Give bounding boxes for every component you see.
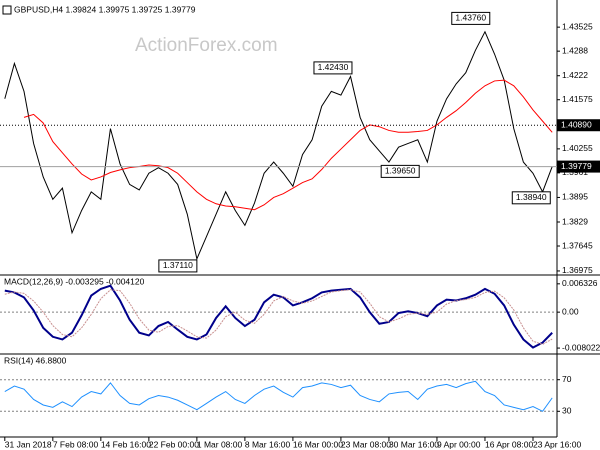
- y-tick-label: 1.4222: [562, 70, 588, 80]
- x-tick-label: 22 Feb 00:00: [149, 439, 199, 449]
- x-tick-label: 30 Mar 16:00: [389, 439, 439, 449]
- price-label-box: [557, 119, 600, 132]
- x-tick-label: 1 Mar 08:00: [197, 439, 243, 449]
- x-tick-label: 31 Jan 2018: [5, 439, 52, 449]
- y-tick-label: 1.43525: [562, 21, 593, 31]
- y-tick-label: 1.36975: [562, 265, 593, 275]
- x-tick-label: 14 Feb 16:00: [101, 439, 151, 449]
- annotation-box: [511, 191, 551, 205]
- price-label: 1.39779: [561, 161, 592, 171]
- series-line: [23, 79, 553, 211]
- price-label: 1.40890: [561, 119, 592, 129]
- annotation-box: [313, 61, 353, 75]
- series-line: [4, 289, 553, 345]
- annotation-label: 1.38940: [516, 192, 547, 202]
- annotation-label: 1.43760: [455, 13, 486, 23]
- series-line: [4, 284, 553, 349]
- y-tick-label: -0.008022: [562, 342, 600, 352]
- annotation-box: [451, 11, 491, 25]
- x-tick-label: 9 Apr 00:00: [437, 439, 481, 449]
- y-tick-label: 1.3895: [562, 192, 588, 202]
- y-tick-label: 0.006326: [562, 278, 598, 288]
- annotation-box: [158, 259, 198, 273]
- series-line: [4, 380, 553, 412]
- series-line: [4, 30, 553, 261]
- x-tick-label: 8 Mar 16:00: [245, 439, 291, 449]
- annotation-label: 1.42430: [318, 62, 349, 72]
- symbol-icon: [2, 5, 12, 15]
- pane-title: RSI(14) 46.8800: [4, 355, 67, 365]
- annotation-label: 1.39650: [385, 166, 416, 176]
- price-label-box: [557, 160, 600, 173]
- y-tick-label: 1.40255: [562, 143, 593, 153]
- x-tick-label: 16 Mar 00:00: [293, 439, 343, 449]
- y-tick-label: 30: [562, 406, 572, 416]
- y-tick-label: 1.3829: [562, 216, 588, 226]
- pane-title: GBPUSD,H4 1.39824 1.39975 1.39725 1.3977…: [14, 4, 196, 14]
- x-tick-label: 23 Apr 16:00: [533, 439, 581, 449]
- y-tick-label: 1.4288: [562, 45, 588, 55]
- annotation-box: [380, 164, 420, 178]
- x-tick-label: 7 Feb 08:00: [53, 439, 99, 449]
- pane-title: MACD(12,26,9) -0.003295 -0.004120: [4, 276, 145, 286]
- y-tick-label: 1.37645: [562, 240, 593, 250]
- y-tick-label: 70: [562, 374, 572, 384]
- x-tick-label: 16 Apr 08:00: [485, 439, 533, 449]
- y-tick-label: 1.41575: [562, 94, 593, 104]
- watermark: ActionForex.com: [135, 35, 278, 56]
- x-tick-label: 23 Mar 08:00: [341, 439, 391, 449]
- annotation-label: 1.37110: [163, 260, 193, 270]
- y-tick-label: 0.00: [562, 306, 579, 316]
